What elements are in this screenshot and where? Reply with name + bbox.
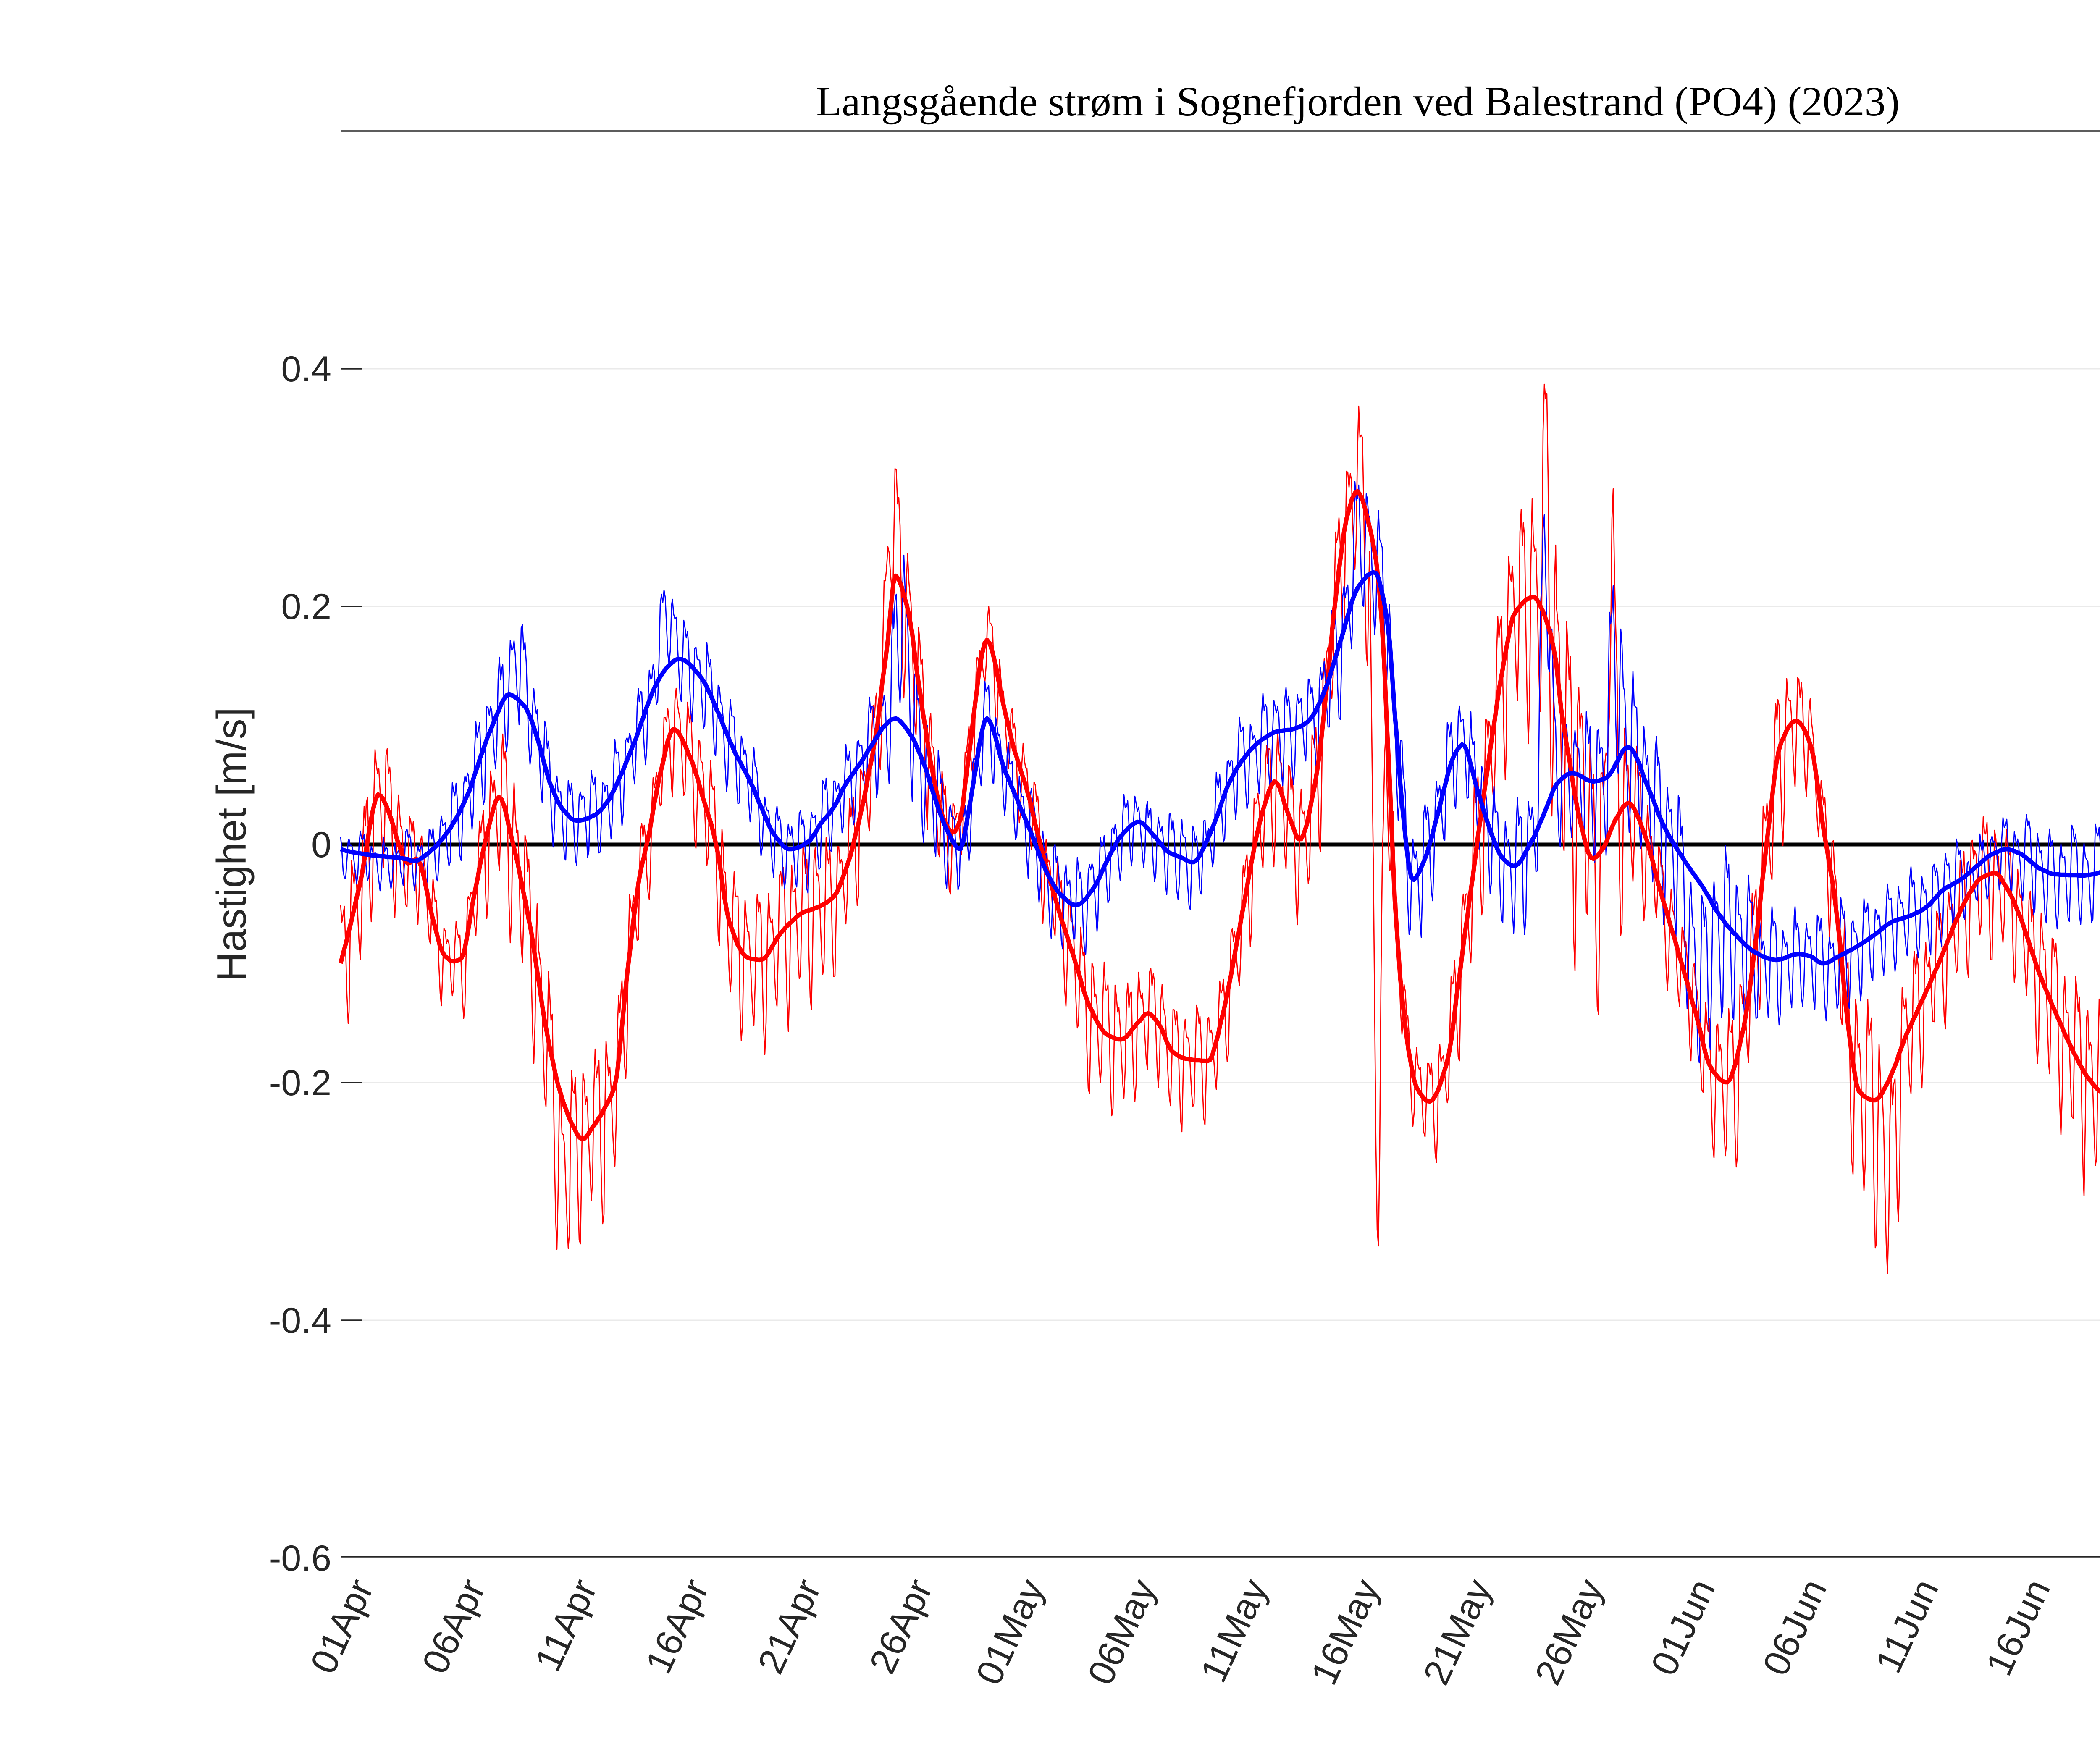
svg-text:0.2: 0.2	[281, 587, 331, 627]
svg-text:0.4: 0.4	[281, 349, 331, 389]
svg-text:-0.6: -0.6	[269, 1538, 331, 1579]
svg-text:0: 0	[311, 825, 331, 865]
svg-text:Langsgående strøm i Sognefjord: Langsgående strøm i Sognefjorden ved Bal…	[816, 78, 1900, 125]
svg-text:-0.2: -0.2	[269, 1063, 331, 1103]
svg-text:-0.4: -0.4	[269, 1301, 331, 1341]
svg-text:Hastighet [m/s]: Hastighet [m/s]	[208, 707, 255, 982]
